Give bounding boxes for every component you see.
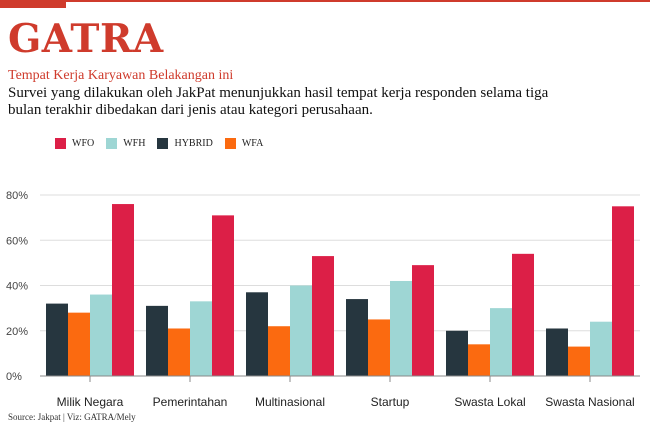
legend-item-hybrid: HYBRID xyxy=(157,138,213,149)
y-axis-tick-labels: 0% 20% 40% 60% 80% xyxy=(6,190,28,383)
x-axis xyxy=(40,375,640,382)
legend-label-wfo: WFO xyxy=(72,138,95,149)
legend-item-wfo: WFO xyxy=(55,138,94,149)
y-tick-label-40: 40% xyxy=(6,281,28,293)
top-accent-rule xyxy=(0,0,650,2)
x-category-label-swasta-lokal: Swasta Lokal xyxy=(454,395,525,409)
bar-startup-hybrid xyxy=(346,299,368,376)
legend-item-wfh: WFH xyxy=(106,138,145,149)
bar-swasta-lokal-wfh xyxy=(490,308,512,376)
bar-swasta-nasional-wfh xyxy=(590,321,612,376)
bar-startup-wfa xyxy=(368,319,390,376)
x-category-label-startup: Startup xyxy=(371,395,410,409)
x-category-label-milik-negara: Milik Negara xyxy=(57,395,124,409)
bar-milik-negara-wfh xyxy=(90,294,112,376)
x-category-label-multinasional: Multinasional xyxy=(255,395,325,409)
legend-label-hybrid: HYBRID xyxy=(174,138,213,149)
bar-swasta-nasional-wfa xyxy=(568,346,590,376)
x-category-label-swasta-nasional: Swasta Nasional xyxy=(545,395,634,409)
top-accent-tab xyxy=(0,0,66,8)
bar-swasta-lokal-wfo xyxy=(512,253,534,376)
bar-swasta-nasional-wfo xyxy=(612,206,634,376)
x-axis-category-labels: Milik Negara Pemerintahan Multinasional Sta… xyxy=(57,395,635,409)
x-category-label-pemerintahan: Pemerintahan xyxy=(153,395,228,409)
legend-swatch-wfa xyxy=(224,138,236,149)
y-tick-label-20: 20% xyxy=(6,326,28,338)
bar-pemerintahan-wfa xyxy=(168,328,190,376)
bar-pemerintahan-wfo xyxy=(212,215,234,376)
bar-pemerintahan-wfh xyxy=(190,301,212,376)
bar-multinasional-hybrid xyxy=(246,292,268,376)
y-tick-label-60: 60% xyxy=(6,235,28,247)
bar-startup-wfh xyxy=(390,280,412,376)
bar-milik-negara-hybrid xyxy=(46,303,68,376)
legend-label-wfh: WFH xyxy=(123,138,146,149)
bar-milik-negara-wfo xyxy=(112,204,134,376)
y-tick-label-0: 0% xyxy=(6,371,22,383)
bar-multinasional-wfh xyxy=(290,285,312,376)
legend-swatch-wfo xyxy=(55,138,66,149)
chart-legend: WFO WFH HYBRID WFA xyxy=(55,138,275,149)
grid-lines xyxy=(40,194,640,332)
bar-startup-wfo xyxy=(412,265,434,376)
legend-swatch-hybrid xyxy=(157,138,169,149)
chart-subtitle: Survei yang dilakukan oleh JakPat menunj… xyxy=(8,85,549,118)
bar-swasta-lokal-wfa xyxy=(468,344,490,376)
bar-multinasional-wfo xyxy=(312,256,334,376)
chart-title: Tempat Kerja Karyawan Belakangan ini xyxy=(8,68,234,83)
legend-item-wfa: WFA xyxy=(224,138,264,149)
bars xyxy=(46,204,634,376)
bar-milik-negara-wfa xyxy=(68,312,90,376)
bar-pemerintahan-hybrid xyxy=(146,305,168,376)
legend-swatch-wfh xyxy=(106,138,118,149)
bar-multinasional-wfa xyxy=(268,326,290,376)
y-tick-label-80: 80% xyxy=(6,190,28,202)
bar-swasta-lokal-hybrid xyxy=(446,330,468,376)
brand-logo: GATRA xyxy=(8,16,164,62)
source-note: Source: Jakpat | Viz: GATRA/Mely xyxy=(8,412,136,422)
bar-swasta-nasional-hybrid xyxy=(546,328,568,376)
legend-label-wfa: WFA xyxy=(241,138,264,149)
